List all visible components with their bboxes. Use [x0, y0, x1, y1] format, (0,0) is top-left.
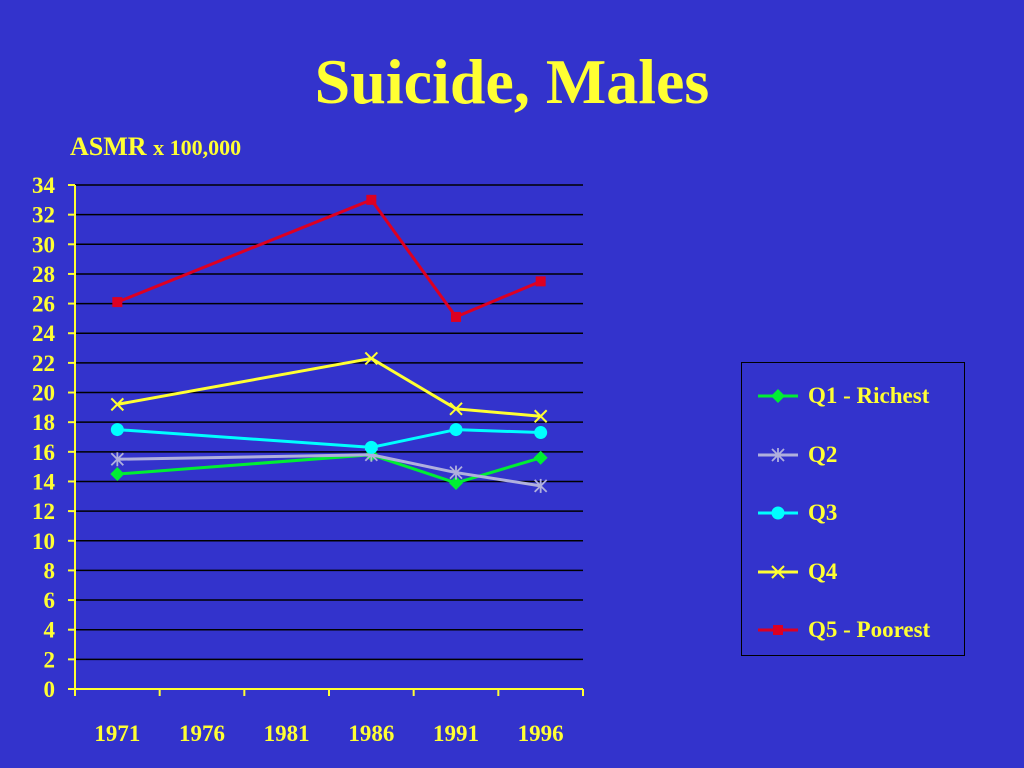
legend-label: Q5 - Poorest	[808, 617, 931, 642]
legend-marker	[771, 389, 785, 403]
legend-label: Q2	[808, 441, 838, 467]
legend-marker	[773, 625, 783, 635]
y-tick-label: 0	[44, 677, 56, 702]
y-tick-label: 32	[32, 203, 55, 228]
chart-legend: Q1 - Richest Q2 Q3 Q4 Q5 - Poorest	[741, 362, 965, 656]
series-line-4	[117, 356, 541, 418]
data-point	[366, 194, 377, 205]
y-tick-label: 30	[32, 232, 55, 257]
y-axis-label: ASMR x 100,000	[70, 132, 241, 162]
y-tick-label: 22	[32, 351, 55, 376]
y-tick-label: 10	[32, 529, 55, 554]
x-tick-label: 1996	[518, 721, 564, 746]
data-point	[534, 478, 548, 493]
data-point	[364, 440, 378, 454]
legend-marker	[771, 506, 785, 520]
x-tick-label: 1986	[348, 721, 394, 746]
data-point	[364, 351, 379, 366]
series-line-2	[117, 453, 541, 488]
y-tick-label: 4	[44, 618, 56, 643]
y-tick-label: 8	[44, 558, 56, 583]
legend-swatch	[758, 625, 798, 635]
chart-title: Suicide, Males	[314, 46, 710, 117]
legend-marker	[771, 447, 785, 462]
legend-label: Q3	[808, 500, 838, 525]
legend-item: Q3	[756, 498, 837, 528]
legend-swatch	[758, 389, 798, 403]
y-tick-label: 28	[32, 262, 55, 287]
legend-item: Q5 - Poorest	[756, 615, 930, 645]
legend-item: Q4	[756, 557, 837, 587]
data-point	[449, 465, 463, 480]
data-point	[451, 311, 461, 322]
series-line-3	[117, 428, 541, 449]
y-tick-label: 18	[32, 410, 55, 435]
y-tick-label: 14	[32, 469, 56, 494]
legend-item: Q2	[756, 440, 837, 470]
y-tick-label: 20	[32, 381, 55, 406]
data-point	[110, 423, 124, 437]
y-tick-label: 34	[32, 173, 56, 198]
data-point	[535, 276, 546, 287]
x-tick-label: 1981	[264, 721, 310, 746]
y-tick-label: 2	[44, 647, 56, 672]
x-tick-label: 1991	[433, 721, 479, 746]
x-tick-label: 1976	[179, 721, 225, 746]
data-point	[534, 426, 548, 440]
legend-swatch	[758, 447, 798, 462]
legend-swatch	[758, 564, 798, 579]
legend-label: Q1 - Richest	[808, 383, 930, 408]
legend-item: Q1 - Richest	[756, 381, 929, 411]
series-line-1	[117, 453, 542, 485]
data-point	[533, 409, 548, 423]
y-axis-label-unit: x 100,000	[153, 135, 242, 160]
legend-marker	[771, 564, 785, 579]
series-line-5	[116, 197, 542, 319]
data-point	[533, 450, 548, 465]
data-point	[110, 467, 125, 482]
y-tick-label: 6	[44, 588, 56, 613]
x-tick-label: 1971	[94, 721, 140, 746]
data-point	[110, 397, 125, 412]
y-tick-label: 26	[32, 292, 55, 317]
data-point	[449, 475, 463, 490]
data-point	[112, 297, 123, 308]
y-tick-label: 24	[32, 321, 56, 346]
y-tick-label: 16	[32, 440, 55, 465]
data-point	[449, 423, 463, 437]
legend-swatch	[758, 506, 798, 520]
data-point	[449, 402, 463, 416]
legend-label: Q4	[808, 558, 838, 584]
y-axis-label-main: ASMR	[70, 132, 147, 161]
data-point	[110, 452, 124, 467]
y-tick-label: 12	[32, 499, 55, 524]
